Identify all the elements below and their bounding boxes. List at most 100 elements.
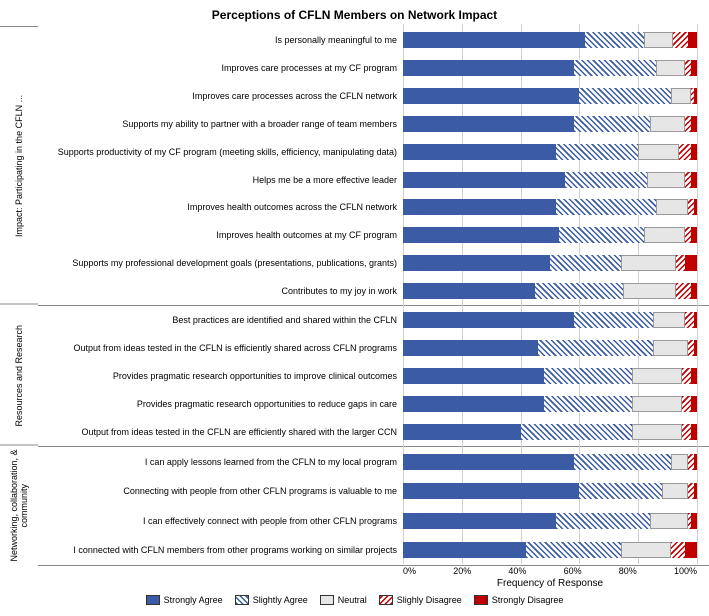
bar-segment: [679, 144, 691, 160]
bar-segment: [656, 60, 685, 76]
bar-segment: [574, 312, 653, 328]
legend-label: Slightly Agree: [253, 595, 308, 605]
bar-segment: [556, 144, 638, 160]
bar-segment: [403, 368, 544, 384]
legend-item: Slightly Agree: [235, 595, 308, 605]
bar-segment: [632, 424, 682, 440]
x-tick: 40%: [508, 566, 526, 576]
bar-segment: [632, 396, 682, 412]
bar-segment: [526, 542, 620, 558]
row-label: Improves health outcomes across the CFLN…: [38, 202, 403, 212]
bar-segment: [403, 454, 574, 470]
bar-segment: [535, 283, 623, 299]
chart-row: I can effectively connect with people fr…: [38, 509, 709, 533]
legend-swatch: [320, 595, 334, 605]
group-label: Networking, collaboration, & community: [0, 445, 38, 566]
stacked-bar: [403, 144, 697, 160]
legend: Strongly Agree Slightly Agree Neutral Sligh…: [0, 595, 709, 605]
bar-segment: [694, 312, 697, 328]
row-label: Provides pragmatic research opportunitie…: [38, 399, 403, 409]
legend-swatch: [146, 595, 160, 605]
bar-segment: [579, 483, 661, 499]
bar-segment: [621, 542, 671, 558]
bar-segment: [579, 88, 670, 104]
legend-swatch: [379, 595, 393, 605]
legend-item: Strongly Agree: [146, 595, 223, 605]
bar-segment: [676, 255, 685, 271]
stacked-bar: [403, 312, 697, 328]
bar-segment: [688, 32, 697, 48]
bar-segment: [653, 312, 685, 328]
bar-segment: [403, 283, 535, 299]
bar-segment: [676, 283, 691, 299]
group-label: Impact: Participating in the CFLN ...: [0, 26, 38, 304]
row-label: Output from ideas tested in the CFLN is …: [38, 343, 403, 353]
legend-label: Strongly Agree: [164, 595, 223, 605]
bar-segment: [403, 424, 521, 440]
stacked-bar: [403, 199, 697, 215]
bar-segment: [691, 396, 697, 412]
bar-segment: [691, 227, 697, 243]
chart-row: Contributes to my joy in work: [38, 279, 709, 303]
bar-segment: [538, 340, 653, 356]
bar-segment: [694, 454, 697, 470]
bar-segment: [685, 312, 694, 328]
bar-segment: [691, 144, 697, 160]
chart-row: I connected with CFLN members from other…: [38, 538, 709, 562]
stacked-bar: [403, 513, 697, 529]
legend-item: Strongly Disagree: [474, 595, 564, 605]
chart-row: Output from ideas tested in the CFLN is …: [38, 336, 709, 360]
bar-segment: [671, 88, 692, 104]
bar-segment: [403, 88, 579, 104]
bar-segment: [550, 255, 621, 271]
row-label: Improves care processes at my CF program: [38, 63, 403, 73]
bar-segment: [403, 542, 526, 558]
bar-segment: [632, 368, 682, 384]
row-label: Helps me be a more effective leader: [38, 175, 403, 185]
bar-segment: [623, 283, 676, 299]
bar-segment: [556, 199, 656, 215]
chart-row: Supports productivity of my CF program (…: [38, 140, 709, 164]
bar-segment: [403, 483, 579, 499]
x-tick: 20%: [453, 566, 471, 576]
legend-swatch: [474, 595, 488, 605]
bar-segment: [403, 513, 556, 529]
bar-segment: [574, 454, 671, 470]
row-label: Best practices are identified and shared…: [38, 315, 403, 325]
bar-segment: [621, 255, 677, 271]
group-block: I can apply lessons learned from the CFL…: [38, 447, 709, 566]
bar-segment: [403, 227, 559, 243]
bar-segment: [565, 172, 647, 188]
x-axis-ticks: 0%20%40%60%80%100%: [403, 566, 697, 576]
legend-label: Slighly Disagree: [397, 595, 462, 605]
x-tick: 60%: [564, 566, 582, 576]
row-label: Is personally meaningful to me: [38, 35, 403, 45]
bar-segment: [691, 283, 697, 299]
legend-swatch: [235, 595, 249, 605]
legend-item: Neutral: [320, 595, 367, 605]
bar-segment: [403, 396, 544, 412]
bar-segment: [403, 255, 550, 271]
bar-segment: [644, 32, 673, 48]
x-tick: 80%: [619, 566, 637, 576]
stacked-bar: [403, 227, 697, 243]
chart-row: Supports my ability to partner with a br…: [38, 112, 709, 136]
stacked-bar: [403, 60, 697, 76]
chart-row: Improves health outcomes at my CF progra…: [38, 223, 709, 247]
chart-row: Supports my professional development goa…: [38, 251, 709, 275]
chart-row: Output from ideas tested in the CFLN are…: [38, 420, 709, 444]
bar-segment: [694, 88, 697, 104]
bar-segment: [574, 116, 650, 132]
group-label: Resources and Research: [0, 304, 38, 446]
stacked-bar: [403, 396, 697, 412]
bar-segment: [521, 424, 633, 440]
bar-segment: [673, 32, 688, 48]
bar-segment: [691, 368, 697, 384]
row-label: I can apply lessons learned from the CFL…: [38, 457, 403, 467]
stacked-bar: [403, 172, 697, 188]
bar-segment: [403, 172, 565, 188]
stacked-bar: [403, 283, 697, 299]
bar-segment: [656, 199, 688, 215]
bar-segment: [691, 60, 697, 76]
row-label: I can effectively connect with people fr…: [38, 516, 403, 526]
